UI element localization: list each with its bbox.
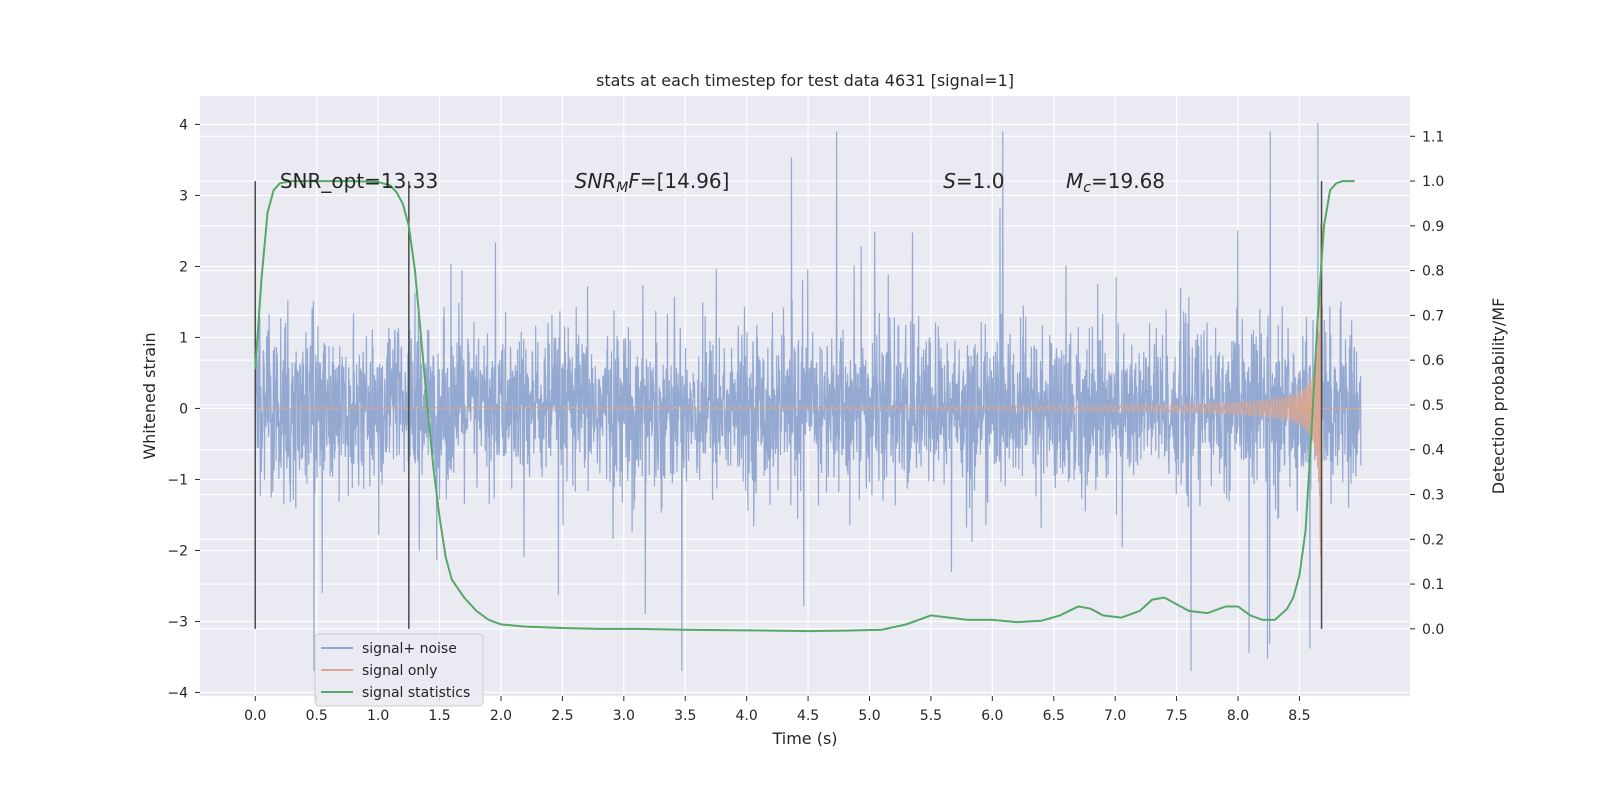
x-tick-label: 2.5 — [551, 708, 573, 724]
x-tick-label: 0.5 — [306, 708, 328, 724]
annotation-s: S=1.0 — [943, 169, 1004, 193]
legend: signal+ noise signal only signal statist… — [314, 633, 484, 707]
x-tick-label: 5.0 — [858, 708, 880, 724]
y-tick-label: −3 — [167, 614, 188, 630]
x-tick-label: 0.0 — [244, 708, 266, 724]
y-tick-label: 3 — [179, 188, 188, 204]
x-tick-label: 3.5 — [674, 708, 696, 724]
y-right-tick-label: 0.2 — [1422, 532, 1444, 548]
series-line-signal-statistics — [254, 180, 1355, 633]
series-line-signal-only — [255, 223, 1361, 590]
annotation-mc: Mc=19.68 — [1066, 169, 1165, 196]
y-right-tick-label: 1.0 — [1422, 174, 1444, 190]
chart-title: stats at each timestep for test data 463… — [596, 71, 1014, 90]
axes: 0.0 0.5 1.0 1.5 2.0 2.5 3.0 3.5 4.0 4.5 5.0 5.5 6.0 6… — [167, 117, 1444, 724]
y-right-tick-label: 0.1 — [1422, 577, 1444, 593]
y-right-tick-label: 0.8 — [1422, 264, 1444, 280]
x-tick-label: 6.0 — [981, 708, 1003, 724]
x-tick-label: 1.5 — [428, 708, 450, 724]
y-right-tick-label: 0.7 — [1422, 308, 1444, 324]
legend-box — [314, 633, 484, 707]
y-right-tick-label: 0.0 — [1422, 622, 1444, 638]
y-right-tick-label: 0.6 — [1422, 353, 1444, 369]
y-right-tick-label: 0.5 — [1422, 398, 1444, 414]
legend-entry-signal-noise: signal+ noise — [362, 641, 457, 657]
y-tick-label: −2 — [167, 543, 188, 559]
y-right-tick-label: 1.1 — [1422, 129, 1444, 145]
annotation-snr-mf-value: =[14.96] — [640, 169, 730, 193]
annotation-snr-opt: SNR_opt=13.33 — [280, 169, 438, 193]
y-tick-label: 4 — [179, 117, 188, 133]
y-tick-label: −4 — [167, 685, 188, 701]
x-tick-label: 7.0 — [1104, 708, 1126, 724]
annotation-s-symbol: S — [943, 169, 956, 193]
annotation-snr-mf-tail: F — [628, 169, 640, 193]
annotation-snr-mf: SNRMF=[14.96] — [575, 169, 730, 196]
y-right-axis-label: Detection probability/MF — [1489, 298, 1508, 495]
y-tick-label: 0 — [179, 401, 188, 417]
y-right-tick-label: 0.3 — [1422, 488, 1444, 504]
annotation-s-value: =1.0 — [956, 169, 1005, 193]
signal-only-series — [255, 223, 1361, 590]
annotation-mc-symbol: M — [1066, 169, 1083, 193]
annotation-snr-mf-base: SNR — [575, 169, 617, 193]
x-tick-label: 6.5 — [1043, 708, 1065, 724]
x-axis-label: Time (s) — [771, 729, 837, 748]
annotation-snr-mf-sub: M — [616, 180, 628, 196]
x-tick-label: 5.5 — [920, 708, 942, 724]
legend-entry-signal-only: signal only — [362, 663, 437, 679]
x-tick-label: 8.5 — [1288, 708, 1310, 724]
y-tick-label: −1 — [167, 472, 188, 488]
annotation-mc-value: =19.68 — [1091, 169, 1165, 193]
y-tick-label: 1 — [179, 330, 188, 346]
x-tick-label: 3.0 — [613, 708, 635, 724]
annotation-mc-sub: c — [1083, 180, 1091, 196]
y-right-tick-label: 0.9 — [1422, 219, 1444, 235]
x-tick-label: 2.0 — [490, 708, 512, 724]
x-tick-label: 7.5 — [1165, 708, 1187, 724]
legend-entry-signal-statistics: signal statistics — [362, 685, 470, 701]
signal-statistics-series — [254, 180, 1355, 633]
x-tick-label: 4.5 — [797, 708, 819, 724]
y-axis-label: Whitened strain — [140, 332, 159, 459]
x-tick-label: 4.0 — [736, 708, 758, 724]
annotations: SNR_opt=13.33 SNRMF=[14.96] S=1.0 Mc=19.… — [280, 169, 1165, 196]
y-right-tick-label: 0.4 — [1422, 443, 1444, 459]
x-tick-label: 1.0 — [367, 708, 389, 724]
x-tick-label: 8.0 — [1227, 708, 1249, 724]
y-tick-label: 2 — [179, 259, 188, 275]
